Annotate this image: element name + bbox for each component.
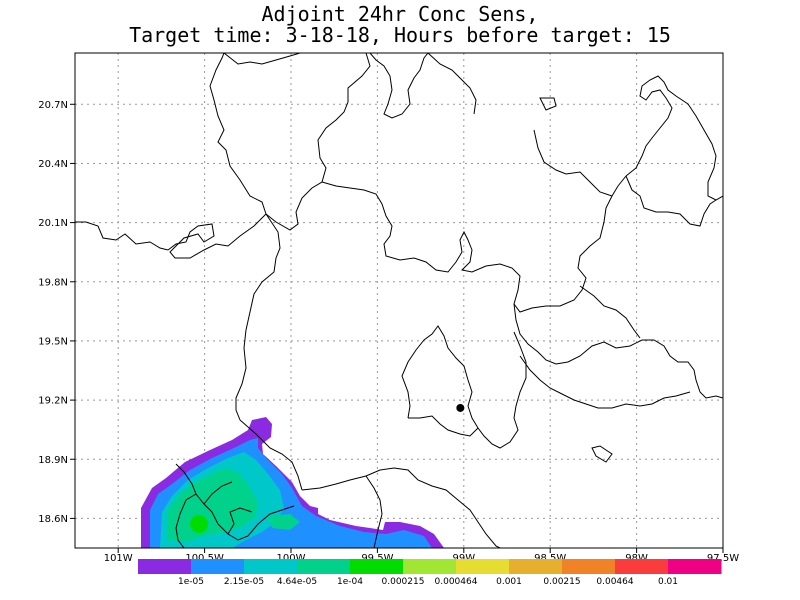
lon-tick-label: 97.5W [707,553,739,564]
plume-max-core [190,515,208,533]
colorbar-label: 0.00464 [596,577,633,587]
lon-tick-label: 99W [452,553,475,564]
longitude-labels: 101W 100.5W 100W 99.5W 99W 98.5W 98W 97.5W [104,548,739,564]
lat-tick-label: 19.5N [38,336,68,347]
latitude-labels: 20.7N 20.4N 20.1N 19.8N 19.5N 19.2N 18.9N 18.6N [38,100,75,525]
colorbar-label: 2.15e-05 [224,577,264,587]
target-location-marker [456,403,465,412]
colorbar-segment [562,559,616,574]
colorbar-segment [297,559,351,574]
colorbar-labels: 1e-05 2.15e-05 4.64e-05 1e-04 0.000215 0.0004… [178,577,678,587]
lon-tick-label: 101W [104,553,133,564]
lat-tick-label: 20.1N [38,218,68,229]
colorbar-segment [138,559,192,574]
colorbar-segment [456,559,510,574]
colorbar-label: 0.000215 [382,577,425,587]
lon-tick-label: 100.5W [185,553,224,564]
colorbar-segment [244,559,298,574]
colorbar-segment [668,559,722,574]
sensitivity-plume [141,417,444,548]
lat-tick-label: 20.4N [38,159,68,170]
colorbar [138,559,722,574]
colorbar-segment [350,559,404,574]
colorbar-segment [509,559,563,574]
map-frame [74,52,724,549]
state-boundaries [75,53,723,548]
colorbar-segment [615,559,669,574]
colorbar-label: 1e-04 [337,577,363,587]
map-title-line1: Adjoint 24hr Conc Sens, [261,2,539,26]
lon-tick-label: 100W [277,553,306,564]
lon-tick-label: 99.5W [361,553,393,564]
lat-tick-label: 18.6N [38,514,68,525]
colorbar-label: 0.000464 [435,577,478,587]
lon-tick-label: 98W [625,553,648,564]
colorbar-label: 0.01 [658,577,678,587]
colorbar-segment [403,559,457,574]
colorbar-label: 0.00215 [543,577,580,587]
plume-level-4-east [268,514,300,530]
lat-tick-label: 20.7N [38,100,68,111]
colorbar-label: 4.64e-05 [277,577,317,587]
colorbar-label: 0.001 [496,577,522,587]
lat-tick-label: 19.8N [38,277,68,288]
colorbar-segment [191,559,245,574]
colorbar-label: 1e-05 [178,577,204,587]
lon-tick-label: 98.5W [534,553,566,564]
map-title-line2: Target time: 3-18-18, Hours before targe… [129,23,671,47]
lat-tick-label: 19.2N [38,396,68,407]
lat-tick-label: 18.9N [38,455,68,466]
